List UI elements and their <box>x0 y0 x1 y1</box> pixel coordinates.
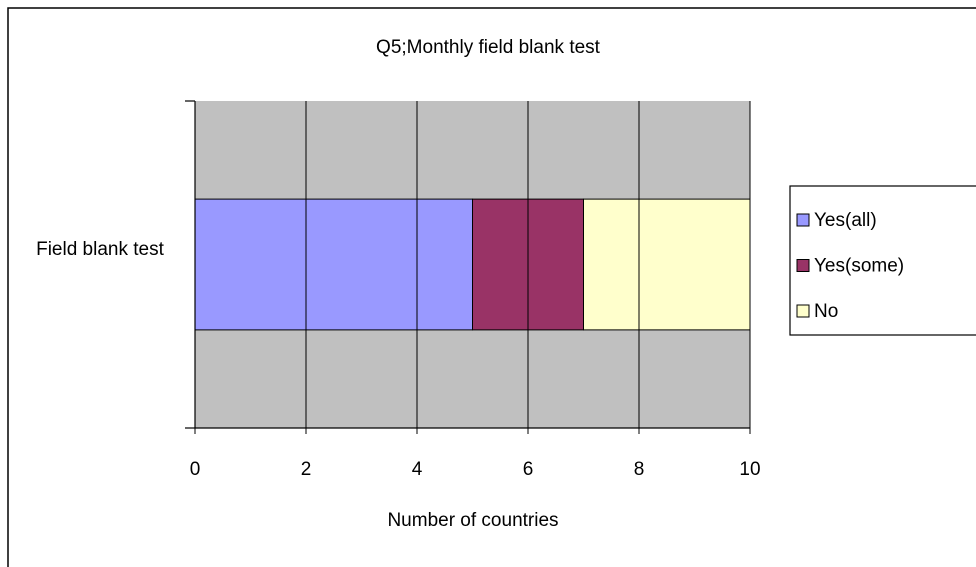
legend-swatch <box>796 213 810 227</box>
x-tick-label: 4 <box>412 459 423 480</box>
x-tick-label: 6 <box>523 459 534 480</box>
legend-swatch <box>796 304 810 318</box>
x-tick-label: 8 <box>634 459 645 480</box>
category-label: Field blank test <box>36 238 164 260</box>
bar <box>194 198 473 331</box>
legend-label: Yes(all) <box>814 210 877 231</box>
legend-box <box>789 185 976 336</box>
legend-label: Yes(some) <box>814 256 904 277</box>
chart-title: Q5;Monthly field blank test <box>376 37 601 58</box>
legend-label: No <box>814 301 838 322</box>
x-axis-title: Number of countries <box>387 510 558 531</box>
legend-swatch <box>796 259 810 272</box>
bar <box>583 198 751 331</box>
x-tick-label: 2 <box>301 459 312 480</box>
x-tick-label: 10 <box>739 459 760 480</box>
x-tick-label: 0 <box>190 459 201 480</box>
